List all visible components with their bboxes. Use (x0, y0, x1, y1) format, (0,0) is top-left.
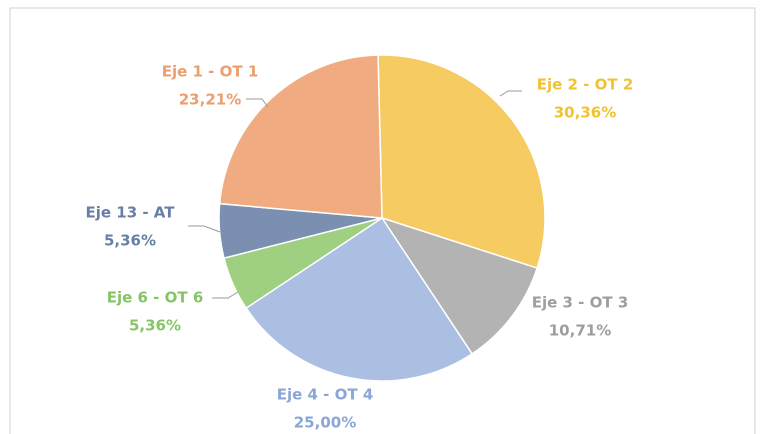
pie-slice (245, 216, 474, 382)
slice-value-label: 23,21% (179, 91, 241, 109)
slice-label: Eje 4 - OT 4 (277, 386, 374, 404)
chart-frame (9, 7, 756, 434)
pie-slice (377, 54, 546, 270)
pie (218, 54, 546, 382)
slice-value-label: 25,00% (294, 414, 356, 432)
slice-label: Eje 1 - OT 1 (162, 63, 259, 81)
slice-label: Eje 3 - OT 3 (532, 294, 629, 312)
slice-value-label: 5,36% (104, 232, 156, 250)
pie-slice (380, 216, 539, 355)
leader-line (188, 225, 221, 233)
leader-line (499, 90, 522, 97)
leader-line (212, 291, 239, 299)
pie-slice (218, 54, 383, 219)
slice-value-label: 5,36% (129, 317, 181, 335)
slice-label: Eje 2 - OT 2 (537, 76, 634, 94)
slice-value-label: 10,71% (549, 322, 611, 340)
leader-lines (188, 90, 522, 299)
slice-value-label: 30,36% (554, 104, 616, 122)
leader-line (246, 98, 269, 108)
slice-label: Eje 13 - AT (85, 204, 175, 222)
slice-label: Eje 6 - OT 6 (107, 289, 204, 307)
